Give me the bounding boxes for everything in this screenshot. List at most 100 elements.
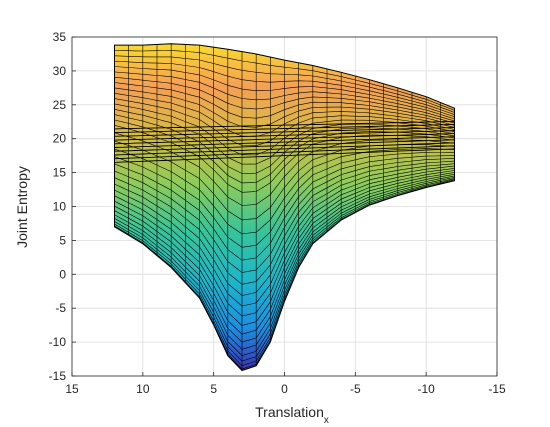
- surface-cell: [157, 162, 172, 167]
- surface-cell: [128, 84, 144, 89]
- surface-cell: [284, 179, 300, 184]
- surface-cell: [227, 247, 243, 252]
- surface-cell: [171, 108, 186, 113]
- surface-cell: [298, 192, 314, 197]
- surface-cell: [157, 220, 172, 225]
- surface-cell: [242, 237, 257, 241]
- surface-cell: [270, 277, 286, 282]
- surface-cell: [327, 199, 342, 204]
- surface-cell: [369, 84, 385, 89]
- surface-cell: [256, 257, 271, 262]
- surface-cell: [284, 159, 300, 164]
- surface-cell: [383, 169, 399, 174]
- surface-cell: [157, 257, 172, 262]
- surface-cell: [185, 94, 201, 99]
- surface-cell: [157, 213, 172, 218]
- surface-cell: [256, 84, 271, 89]
- surface-cell: [412, 159, 427, 164]
- surface-cell: [256, 294, 271, 299]
- surface-cell: [242, 84, 257, 89]
- surface-cell: [270, 60, 286, 65]
- surface-cell: [242, 359, 257, 364]
- surface-cell: [185, 74, 201, 79]
- surface-cell: [242, 60, 257, 65]
- surface-cell: [185, 169, 201, 174]
- surface-cell: [298, 125, 314, 130]
- surface-cell: [171, 250, 186, 255]
- surface-cell: [114, 172, 130, 177]
- surface-cell: [185, 155, 201, 160]
- surface-cell: [185, 270, 201, 275]
- surface-cell: [114, 165, 130, 170]
- surface-cell: [185, 138, 201, 143]
- surface-cell: [242, 301, 257, 306]
- surface-cell: [440, 152, 455, 157]
- surface-cell: [199, 304, 215, 309]
- surface-cell: [227, 264, 243, 269]
- surface-cell: [199, 182, 215, 187]
- surface-cell: [242, 108, 257, 113]
- surface-cell: [284, 233, 300, 238]
- surface-cell: [284, 199, 300, 204]
- surface-cell: [327, 81, 342, 86]
- mesh-line-horizontal: [114, 92, 455, 137]
- surface-cell: [157, 250, 172, 255]
- surface-cell: [298, 111, 314, 116]
- surface-cell: [185, 192, 201, 197]
- surface-cell: [369, 138, 385, 143]
- surface-cell: [397, 135, 413, 140]
- surface-cell: [199, 47, 215, 52]
- surface-cell: [199, 87, 215, 92]
- surface-cell: [341, 196, 356, 201]
- surface-cell: [142, 220, 158, 225]
- surface-cell: [199, 223, 215, 228]
- surface-cell: [114, 67, 130, 72]
- surface-cell: [327, 104, 342, 109]
- surface-cell: [256, 237, 271, 241]
- surface-cell: [270, 57, 286, 62]
- surface-cell: [298, 209, 314, 214]
- surface-cell: [157, 138, 172, 143]
- surface-cell: [227, 267, 243, 272]
- surface-cell: [383, 155, 399, 160]
- surface-cell: [383, 87, 399, 92]
- surface-cell: [185, 182, 201, 187]
- surface-cell: [242, 104, 257, 109]
- mesh-strand: [114, 130, 455, 141]
- surface-cell: [242, 175, 257, 180]
- surface-cell: [171, 50, 186, 55]
- surface-cell: [142, 128, 158, 133]
- surface-cell: [114, 199, 130, 204]
- surface-cell: [412, 135, 427, 140]
- surface-cell: [171, 101, 186, 106]
- surface-cell: [171, 203, 186, 208]
- surface-cell: [227, 165, 243, 170]
- surface-cell: [171, 179, 186, 184]
- surface-cell: [270, 131, 286, 136]
- surface-cell: [341, 87, 356, 92]
- surface-cell: [128, 182, 144, 187]
- surface-cell: [171, 148, 186, 153]
- surface-cell: [227, 74, 243, 79]
- surface-cell: [227, 355, 243, 360]
- surface-cell: [199, 101, 215, 106]
- surface-cell: [142, 145, 158, 150]
- surface-cell: [128, 165, 144, 170]
- surface-cell: [185, 142, 201, 147]
- surface-cell: [185, 81, 201, 86]
- surface-cell: [142, 64, 158, 69]
- surface-cell: [256, 94, 271, 99]
- surface-cell: [355, 162, 371, 167]
- surface-cell: [185, 91, 201, 96]
- surface-cell: [227, 321, 243, 326]
- surface-cell: [114, 114, 130, 119]
- surface-cell: [284, 257, 300, 262]
- surface-cell: [256, 108, 271, 113]
- surface-cell: [426, 172, 441, 177]
- surface-cell: [242, 338, 257, 343]
- surface-cell: [284, 175, 300, 180]
- surface-cell: [199, 114, 215, 119]
- surface-cell: [157, 145, 172, 150]
- surface-cell: [157, 101, 172, 106]
- surface-cell: [157, 104, 172, 109]
